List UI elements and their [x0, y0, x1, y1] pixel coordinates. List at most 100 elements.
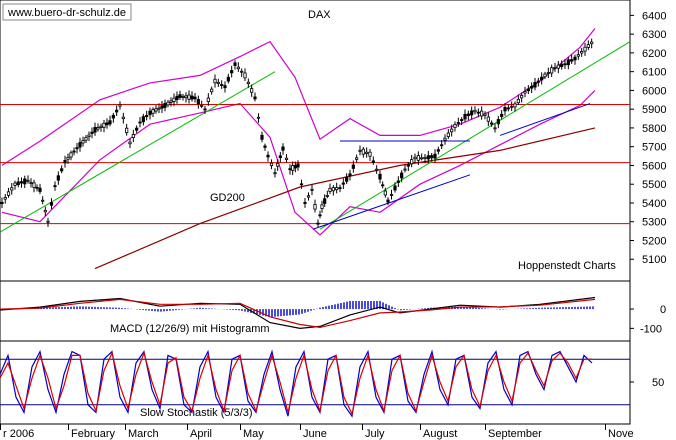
price-bar-body	[233, 62, 237, 66]
price-bar-body	[111, 114, 115, 119]
price-bar-body	[325, 195, 329, 197]
price-bar-body	[389, 194, 394, 196]
moving-average-label: GD200	[210, 192, 245, 204]
source-label: Hoppenstedt Charts	[518, 260, 616, 272]
y-tick-label: 5400	[642, 198, 666, 210]
x-axis: r 2006 February March April May June July Augus…	[0, 424, 634, 440]
price-bar-body	[60, 168, 64, 172]
price-bar-body	[566, 59, 570, 66]
price-bar-body	[148, 110, 152, 116]
price-bar-body	[46, 220, 50, 223]
price-bar-body	[293, 165, 297, 169]
price-bar-body	[291, 165, 295, 171]
price-bar-body	[573, 56, 577, 61]
x-tick-label: March	[128, 428, 159, 440]
price-bar-body	[16, 181, 20, 186]
macd-signal-line	[0, 298, 596, 329]
price-bar-body	[19, 181, 24, 184]
price-bar-body	[278, 155, 282, 158]
trendline-green-2	[319, 41, 631, 230]
price-bar-body	[361, 148, 365, 155]
x-tick-label: February	[71, 428, 116, 440]
y-tick-label: 5200	[642, 235, 666, 247]
price-bar-body	[453, 124, 457, 128]
price-bar-body	[96, 127, 100, 130]
price-bar-body	[540, 76, 544, 81]
watermark: www.buero-dr-schulz.de	[7, 7, 126, 19]
price-bar-body	[216, 81, 220, 84]
y-tick-label: 5700	[642, 142, 666, 154]
price-bar-body	[115, 109, 119, 113]
price-bar-body	[206, 97, 210, 102]
price-bar-body	[483, 113, 487, 116]
price-bar-body	[41, 199, 45, 202]
macd-y-tick-label: -100	[640, 323, 662, 335]
price-bar-body	[580, 51, 584, 54]
price-bar-body	[69, 152, 73, 158]
price-bar-body	[56, 175, 60, 181]
price-bar-body	[0, 201, 4, 205]
price-bar-body	[500, 113, 504, 117]
price-bar-body	[163, 103, 167, 108]
price-bar-body	[533, 82, 537, 88]
price-bar-body	[410, 159, 414, 165]
x-tick-label: April	[190, 428, 212, 440]
price-bar-body	[436, 149, 440, 152]
price-bar-body	[13, 182, 17, 186]
price-bar-body	[563, 63, 567, 66]
price-bar-body	[99, 125, 103, 128]
macd-label: MACD (12/26/9) mit Histogramm	[110, 323, 270, 335]
price-bar-body	[316, 222, 320, 225]
price-bar-body	[383, 190, 387, 196]
price-bar-body	[530, 86, 534, 89]
price-bar-body	[196, 99, 200, 105]
price-bar-body	[32, 182, 36, 188]
price-bar-body	[586, 44, 590, 48]
price-bar-body	[236, 66, 240, 70]
price-bar-body	[151, 109, 155, 114]
price-bar-body	[546, 72, 550, 74]
price-bar-body	[486, 116, 490, 122]
price-bar-body	[440, 144, 444, 147]
price-bar-body	[503, 107, 507, 112]
price-bar-body	[273, 172, 277, 175]
price-bar-body	[66, 156, 70, 160]
price-bar-body	[213, 78, 217, 84]
price-bar-body	[393, 185, 397, 191]
price-bar-body	[510, 105, 514, 108]
price-bar-body	[10, 187, 14, 191]
price-bar-body	[466, 113, 470, 117]
y-tick-label: 5300	[642, 217, 666, 229]
price-bar-body	[284, 157, 289, 161]
price-bar-body	[178, 94, 182, 98]
y-tick-label: 5800	[642, 123, 666, 135]
price-bar-body	[223, 85, 227, 89]
price-bar-body	[299, 183, 304, 186]
y-tick-label: 6400	[642, 10, 666, 22]
x-tick-label: July	[365, 428, 385, 440]
price-bar-body	[570, 59, 574, 62]
trendline-green-1	[0, 71, 276, 233]
price-bar-body	[463, 113, 467, 120]
price-bar-body	[556, 64, 560, 69]
price-bar-body	[560, 63, 564, 68]
price-bar-body	[253, 96, 257, 100]
price-bar-body	[550, 67, 554, 74]
price-bar-body	[313, 203, 317, 210]
price-bar-body	[348, 173, 352, 177]
x-tick-label: September	[488, 428, 542, 440]
price-bar-body	[520, 95, 524, 99]
price-bar-body	[29, 182, 33, 184]
price-bar-body	[358, 149, 362, 152]
price-bar-body	[296, 163, 300, 168]
y-tick-label: 6100	[642, 67, 666, 79]
y-tick-label: 5100	[642, 254, 666, 266]
stoch-y-tick-label: 50	[652, 377, 664, 389]
price-bar-body	[200, 104, 204, 107]
price-bar-body	[125, 127, 129, 134]
price-bar-body	[105, 122, 109, 126]
y-tick-label: 5900	[642, 104, 666, 116]
price-bar-body	[381, 184, 385, 187]
price-bar-body	[87, 134, 91, 138]
macd-panel	[0, 296, 596, 330]
